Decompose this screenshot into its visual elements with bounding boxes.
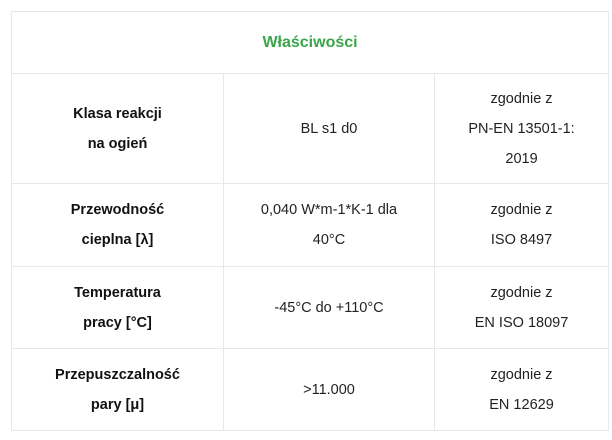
property-line: Temperatura (74, 284, 161, 301)
table-row: Temperatura pracy [°C] -45°C do +110°C zg… (11, 266, 610, 349)
standard-line: 2019 (505, 150, 538, 167)
value-cell: >11.000 (223, 348, 435, 431)
property-line: Klasa reakcji (73, 105, 162, 122)
property-line: pracy [°C] (83, 314, 152, 331)
property-cell: Przepuszczalność pary [μ] (11, 348, 224, 431)
standard-line: zgodnie z (490, 202, 553, 218)
value-line: 40°C (312, 232, 346, 248)
property-cell: Przewodność cieplna [λ] (11, 183, 224, 267)
standard-cell: zgodnie z ISO 8497 (433, 183, 610, 267)
value-cell: BL s1 d0 (223, 73, 435, 184)
standard-line: PN-EN 13501-1: (468, 120, 575, 137)
property-line: na ogień (87, 135, 148, 152)
value-line: BL s1 d0 (300, 120, 358, 137)
properties-table: Właściwości Klasa reakcji na ogień BL s1 … (10, 11, 610, 431)
value-cell: 0,040 W*m-1*K-1 dla 40°C (223, 183, 435, 267)
property-line: cieplna [λ] (81, 232, 154, 248)
standard-line: zgodnie z (490, 284, 553, 301)
standard-line: ISO 8497 (490, 232, 553, 248)
value-cell: -45°C do +110°C (223, 266, 435, 349)
value-line: 0,040 W*m-1*K-1 dla (260, 202, 398, 218)
property-cell: Klasa reakcji na ogień (11, 73, 224, 184)
standard-cell: zgodnie z EN ISO 18097 (433, 266, 610, 349)
table-row: Przewodność cieplna [λ] 0,040 W*m-1*K-1 d… (11, 183, 610, 267)
property-line: Przepuszczalność (55, 366, 180, 383)
table-row: Klasa reakcji na ogień BL s1 d0 zgodnie z… (11, 73, 610, 184)
table-row: Przepuszczalność pary [μ] >11.000 zgodnie… (11, 348, 610, 431)
standard-cell: zgodnie z PN-EN 13501-1: 2019 (433, 73, 610, 184)
standard-line: zgodnie z (490, 366, 553, 383)
value-line: -45°C do +110°C (274, 299, 384, 316)
value-line: >11.000 (303, 381, 355, 398)
standard-line: EN 12629 (489, 396, 554, 413)
standard-line: zgodnie z (490, 90, 553, 107)
table-header-row: Właściwości (10, 11, 610, 74)
standard-cell: zgodnie z EN 12629 (433, 348, 610, 431)
table-title: Właściwości (10, 11, 610, 74)
property-line: Przewodność (70, 202, 165, 218)
property-cell: Temperatura pracy [°C] (11, 266, 224, 349)
standard-line: EN ISO 18097 (474, 314, 569, 331)
property-line: pary [μ] (90, 396, 145, 413)
